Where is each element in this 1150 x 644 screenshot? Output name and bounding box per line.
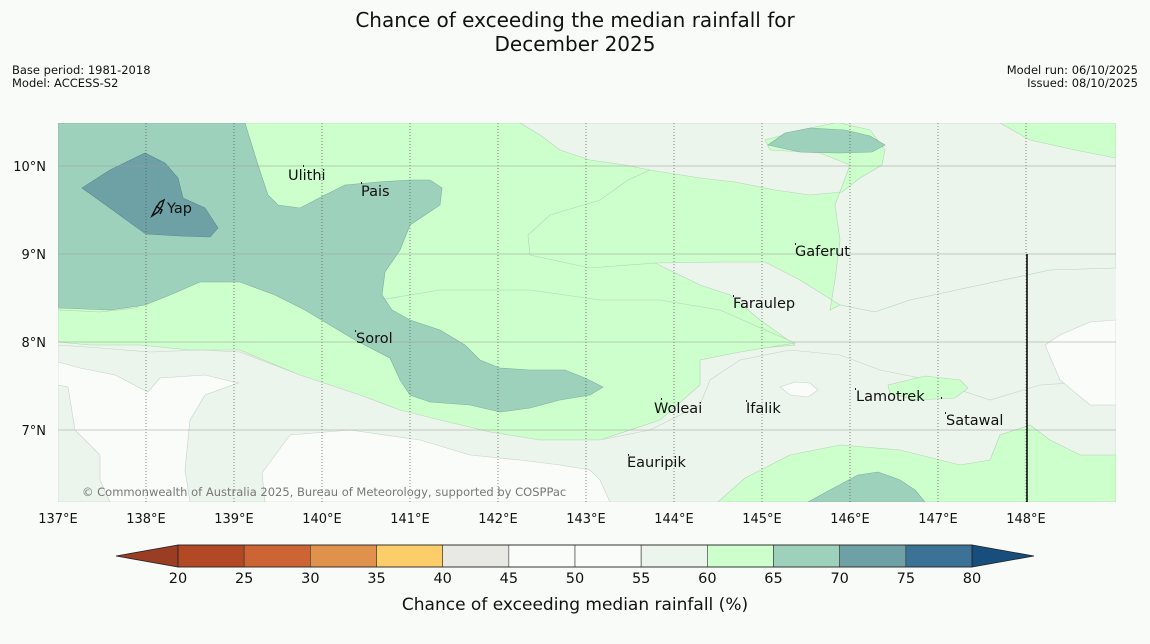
lon-label-140: 140°E bbox=[302, 512, 342, 527]
colorbar-segment bbox=[177, 544, 245, 568]
meta-right: Model run: 06/10/2025 Issued: 08/10/2025 bbox=[1007, 64, 1138, 90]
colorbar-segment bbox=[574, 544, 642, 568]
zone-45-55-middle-2 bbox=[261, 429, 611, 502]
lon-label-138: 138°E bbox=[126, 512, 166, 527]
colorbar-tick-label: 75 bbox=[897, 571, 915, 587]
colorbar-tick-label: 35 bbox=[367, 571, 385, 587]
place-labels: Yap Ulithi Pais Sorol Gaferut Faraulep W… bbox=[166, 168, 1003, 471]
place-label-woleai: Woleai bbox=[654, 401, 702, 417]
colorbar-tick-label: 50 bbox=[566, 571, 584, 587]
colorbar-segment bbox=[310, 544, 377, 568]
longitude-gridlines bbox=[145, 123, 1027, 502]
marker-ulithi bbox=[303, 165, 304, 167]
colorbar-under-arrow bbox=[115, 544, 179, 568]
lon-label-139: 139°E bbox=[214, 512, 254, 527]
place-label-sorol: Sorol bbox=[356, 331, 393, 347]
lon-label-141: 141°E bbox=[390, 512, 430, 527]
marker-pais bbox=[361, 182, 362, 184]
lon-label-146: 146°E bbox=[830, 512, 870, 527]
colorbar-segment bbox=[376, 544, 443, 568]
marker-lamotrek bbox=[855, 388, 856, 390]
lon-label-148: 148°E bbox=[1006, 512, 1046, 527]
colorbar-tick-label: 20 bbox=[169, 571, 187, 587]
place-label-lamotrek: Lamotrek bbox=[856, 389, 925, 405]
colorbar bbox=[115, 544, 1035, 568]
colorbar-segment bbox=[243, 544, 311, 568]
marker-eauripik bbox=[628, 454, 629, 456]
yap-island-shape bbox=[150, 198, 166, 219]
model-name: Model: ACCESS-S2 bbox=[12, 76, 119, 90]
marker-lamotrek-east bbox=[941, 397, 942, 399]
lon-label-143: 143°E bbox=[566, 512, 606, 527]
colorbar-tick-label: 40 bbox=[433, 571, 451, 587]
colorbar-segment bbox=[905, 544, 973, 568]
latitude-labels: 10°N 9°N 8°N 7°N bbox=[13, 160, 46, 439]
marker-ifalik bbox=[746, 400, 747, 402]
colorbar-tick-label: 60 bbox=[698, 571, 716, 587]
marker-sorol bbox=[355, 330, 356, 332]
longitude-labels: 137°E 138°E 139°E 140°E 141°E 142°E 143°… bbox=[38, 512, 1046, 527]
lon-label-142: 142°E bbox=[478, 512, 518, 527]
lat-label-7: 7°N bbox=[22, 424, 47, 439]
colorbar-segment bbox=[442, 544, 510, 568]
marker-woleai bbox=[661, 398, 662, 400]
colorbar-segment bbox=[839, 544, 907, 568]
colorbar-over-arrow bbox=[971, 544, 1035, 568]
zone-45-55-left-2 bbox=[58, 361, 240, 502]
place-label-gaferut: Gaferut bbox=[795, 244, 850, 260]
colorbar-tick-label: 30 bbox=[301, 571, 319, 587]
colorbar-tick-label: 70 bbox=[830, 571, 848, 587]
title-line-2: December 2025 bbox=[494, 32, 656, 56]
lon-label-147: 147°E bbox=[918, 512, 958, 527]
zone-60-65-southeast bbox=[717, 424, 1116, 502]
zone-45-55-ifalik bbox=[779, 381, 819, 398]
marker-satawal bbox=[945, 412, 946, 414]
colorbar-outline bbox=[177, 544, 973, 568]
zone-45-55-right bbox=[1044, 319, 1116, 406]
place-label-satawal: Satawal bbox=[946, 413, 1003, 429]
latitude-gridlines bbox=[58, 165, 1116, 431]
place-label-ulithi: Ulithi bbox=[288, 168, 326, 184]
lat-label-10: 10°N bbox=[13, 160, 46, 175]
place-label-faraulep: Faraulep bbox=[733, 296, 795, 312]
meta-left: Base period: 1981-2018 Model: ACCESS-S2 bbox=[12, 64, 151, 90]
colorbar-segment bbox=[773, 544, 840, 568]
colorbar-segment bbox=[640, 544, 708, 568]
zone-65-70-west bbox=[58, 123, 604, 413]
colorbar-label: Chance of exceeding median rainfall (%) bbox=[402, 595, 748, 615]
colorbar-tick-label: 45 bbox=[500, 571, 518, 587]
lat-label-8: 8°N bbox=[22, 336, 47, 351]
colorbar-tick-label: 65 bbox=[764, 571, 782, 587]
marker-gaferut bbox=[795, 243, 796, 245]
zone-70-75-yap bbox=[81, 152, 219, 238]
lat-label-9: 9°N bbox=[22, 248, 47, 263]
place-label-pais: Pais bbox=[361, 184, 390, 200]
colorbar-tick-label: 55 bbox=[632, 571, 650, 587]
zone-65-70-north bbox=[767, 127, 886, 154]
copyright-notice: © Commonwealth of Australia 2025, Bureau… bbox=[82, 485, 566, 499]
lon-label-145: 145°E bbox=[742, 512, 782, 527]
colorbar-ticks: 20 25 30 35 40 45 50 55 60 65 70 75 80 bbox=[169, 571, 981, 587]
colorbar-segment bbox=[707, 544, 774, 568]
title-line-1: Chance of exceeding the median rainfall … bbox=[355, 8, 795, 32]
base-period: Base period: 1981-2018 bbox=[12, 63, 151, 77]
place-label-eauripik: Eauripik bbox=[627, 455, 686, 471]
zone-65-70-south bbox=[807, 471, 926, 502]
colorbar-tick-label: 80 bbox=[963, 571, 981, 587]
marker-faraulep bbox=[733, 295, 734, 297]
map-area: Yap Ulithi Pais Sorol Gaferut Faraulep W… bbox=[58, 123, 1116, 502]
colorbar-tick-label: 25 bbox=[235, 571, 253, 587]
place-label-ifalik: Ifalik bbox=[746, 401, 781, 417]
zone-60-65-lamotrek bbox=[887, 375, 969, 401]
issued-date: Issued: 08/10/2025 bbox=[1027, 76, 1138, 90]
colorbar-segment bbox=[508, 544, 576, 568]
lon-label-137: 137°E bbox=[38, 512, 78, 527]
island-markers bbox=[303, 165, 946, 456]
model-run: Model run: 06/10/2025 bbox=[1006, 63, 1138, 77]
place-label-yap: Yap bbox=[166, 201, 192, 217]
lon-label-144: 144°E bbox=[654, 512, 694, 527]
map-title: Chance of exceeding the median rainfall … bbox=[0, 8, 1150, 56]
